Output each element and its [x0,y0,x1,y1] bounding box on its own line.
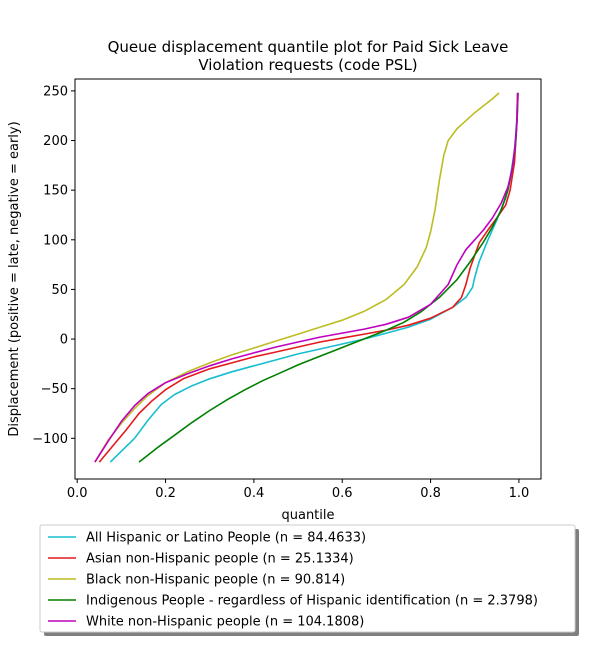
x-tick-label-4: 0.8 [420,486,441,501]
y-tick-label-0: −100 [32,432,68,447]
y-tick-label-2: 0 [60,333,68,348]
legend-label-4: White non-Hispanic people (n = 104.1808) [86,615,364,630]
legend-entries: All Hispanic or Latino People (n = 84.46… [48,531,538,630]
x-tick-label-2: 0.4 [244,486,265,501]
y-tick-label-3: 50 [51,283,68,298]
y-axis-ticks: −100 −50 0 50 100 150 200 250 [32,84,75,447]
y-tick-label-4: 100 [43,233,68,248]
legend-label-2: Black non-Hispanic people (n = 90.814) [86,573,345,588]
y-axis-label: Displacement (positive = late, negative … [7,121,22,436]
x-axis-label: quantile [281,508,334,523]
y-tick-label-1: −50 [41,382,68,397]
legend-label-1: Asian non-Hispanic people (n = 25.1334) [86,552,354,567]
x-tick-label-3: 0.6 [332,486,353,501]
legend-box [39,524,576,633]
y-tick-label-5: 150 [43,184,68,199]
y-tick-label-6: 200 [43,134,68,149]
legend-label-3: Indigenous People - regardless of Hispan… [86,594,538,609]
x-tick-label-1: 0.2 [155,486,176,501]
plot-frame [74,78,542,480]
x-tick-label-0: 0.0 [67,486,88,501]
chart-title-line-2: Violation requests (code PSL) [198,56,417,74]
legend-label-0: All Hispanic or Latino People (n = 84.46… [86,531,366,546]
series-line-4 [94,92,519,463]
series-layer [94,92,519,463]
legend: All Hispanic or Latino People (n = 84.46… [39,524,579,636]
y-tick-label-7: 250 [43,84,68,99]
x-tick-label-5: 1.0 [509,486,530,501]
chart-title-line-1: Queue displacement quantile plot for Pai… [108,38,509,56]
x-axis-ticks: 0.0 0.2 0.4 0.6 0.8 1.0 [67,479,529,501]
series-line-3 [138,92,519,463]
plot-area [75,79,541,479]
